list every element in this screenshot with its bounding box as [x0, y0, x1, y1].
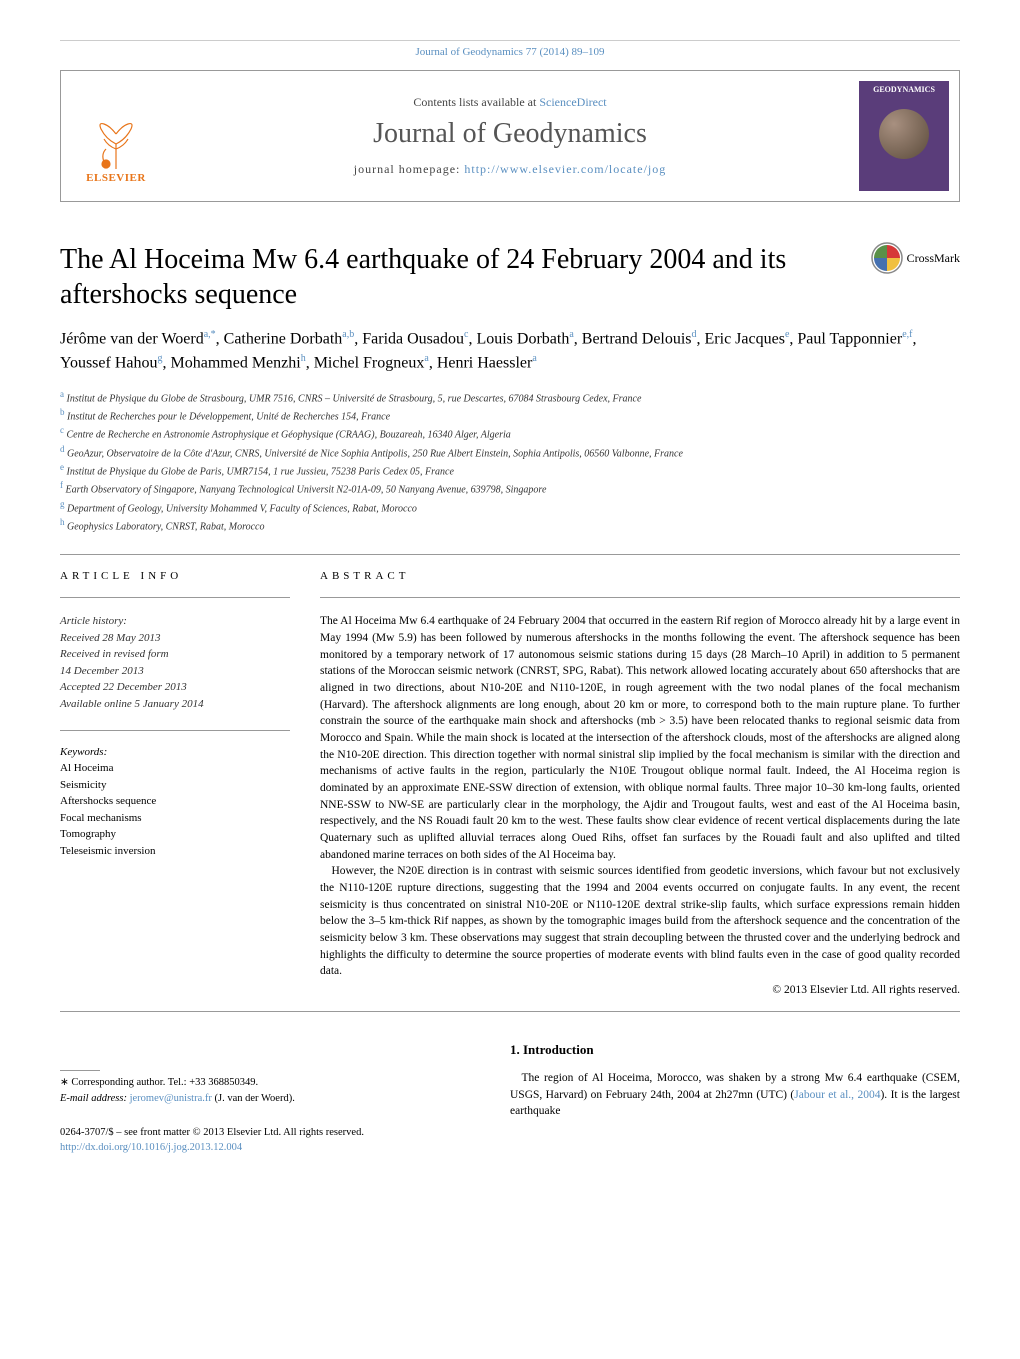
homepage-link[interactable]: http://www.elsevier.com/locate/jog — [464, 162, 666, 176]
intro-heading: 1. Introduction — [510, 1042, 960, 1058]
intro-section: ∗ Corresponding author. Tel.: +33 368850… — [60, 1042, 960, 1156]
keyword: Al Hoceima — [60, 760, 290, 777]
divider-1 — [60, 554, 960, 555]
abstract-text: The Al Hoceima Mw 6.4 earthquake of 24 F… — [320, 613, 960, 980]
crossmark-icon — [871, 242, 903, 274]
corresponding-label: ∗ Corresponding author. Tel.: +33 368850… — [60, 1075, 480, 1091]
divider-abs — [320, 597, 960, 598]
header-box: ELSEVIER Contents lists available at Sci… — [60, 70, 960, 202]
corresponding-rule — [60, 1070, 100, 1071]
top-rule — [60, 40, 960, 41]
affiliation-line: h Geophysics Laboratory, CNRST, Rabat, M… — [60, 516, 960, 534]
affiliation-line: d GeoAzur, Observatoire de la Côte d'Azu… — [60, 443, 960, 461]
affiliation-line: a Institut de Physique du Globe de Stras… — [60, 388, 960, 406]
affiliation-line: c Centre de Recherche en Astronomie Astr… — [60, 424, 960, 442]
article-info-heading: ARTICLE INFO — [60, 570, 290, 582]
journal-cover: GEODYNAMICS — [859, 81, 949, 191]
info-abstract-row: ARTICLE INFO Article history: Received 2… — [60, 570, 960, 996]
affiliation-line: e Institut de Physique du Globe de Paris… — [60, 461, 960, 479]
intro-citation-link[interactable]: Jabour et al., 2004 — [794, 1089, 880, 1101]
footer-info: 0264-3707/$ – see front matter © 2013 El… — [60, 1125, 480, 1157]
revised-label: Received in revised form — [60, 646, 290, 663]
intro-left-col: ∗ Corresponding author. Tel.: +33 368850… — [60, 1042, 480, 1156]
header-journal-ref: Journal of Geodynamics 77 (2014) 89–109 — [60, 46, 960, 58]
corresponding-author: ∗ Corresponding author. Tel.: +33 368850… — [60, 1070, 480, 1107]
keywords-list: Al HoceimaSeismicityAftershocks sequence… — [60, 760, 290, 859]
divider-info — [60, 597, 290, 598]
email-link[interactable]: jeromev@unistra.fr — [130, 1093, 212, 1104]
journal-cover-globe-icon — [879, 109, 929, 159]
keyword: Aftershocks sequence — [60, 793, 290, 810]
journal-title-header: Journal of Geodynamics — [161, 118, 859, 150]
divider-kw — [60, 730, 290, 731]
doi-link[interactable]: http://dx.doi.org/10.1016/j.jog.2013.12.… — [60, 1142, 242, 1153]
keyword: Tomography — [60, 826, 290, 843]
elsevier-tree-icon — [86, 114, 146, 169]
article-info-column: ARTICLE INFO Article history: Received 2… — [60, 570, 290, 996]
elsevier-text: ELSEVIER — [86, 172, 146, 184]
keyword: Teleseismic inversion — [60, 843, 290, 860]
affiliations: a Institut de Physique du Globe de Stras… — [60, 388, 960, 535]
abstract-heading: ABSTRACT — [320, 570, 960, 582]
email-suffix: (J. van der Woerd). — [212, 1093, 295, 1104]
accepted-date: Accepted 22 December 2013 — [60, 679, 290, 696]
article-history-block: Article history: Received 28 May 2013 Re… — [60, 613, 290, 712]
online-date: Available online 5 January 2014 — [60, 696, 290, 713]
affiliation-line: f Earth Observatory of Singapore, Nanyan… — [60, 479, 960, 497]
journal-ref-link[interactable]: Journal of Geodynamics 77 (2014) 89–109 — [415, 46, 604, 58]
footer-copyright: 0264-3707/$ – see front matter © 2013 El… — [60, 1125, 480, 1141]
sciencedirect-line: Contents lists available at ScienceDirec… — [161, 95, 859, 110]
copyright: © 2013 Elsevier Ltd. All rights reserved… — [320, 984, 960, 996]
abstract-para-1: The Al Hoceima Mw 6.4 earthquake of 24 F… — [320, 613, 960, 863]
keyword: Focal mechanisms — [60, 810, 290, 827]
intro-text: The region of Al Hoceima, Morocco, was s… — [510, 1070, 960, 1120]
affiliation-line: g Department of Geology, University Moha… — [60, 498, 960, 516]
elsevier-logo: ELSEVIER — [71, 89, 161, 184]
revised-date: 14 December 2013 — [60, 663, 290, 680]
crossmark-badge[interactable]: CrossMark — [871, 242, 960, 274]
abstract-column: ABSTRACT The Al Hoceima Mw 6.4 earthquak… — [320, 570, 960, 996]
abstract-para-2: However, the N20E direction is in contra… — [320, 863, 960, 980]
affiliation-line: b Institut de Recherches pour le Dévelop… — [60, 406, 960, 424]
authors: Jérôme van der Woerda,*, Catherine Dorba… — [60, 327, 960, 376]
title-section: The Al Hoceima Mw 6.4 earthquake of 24 F… — [60, 242, 960, 312]
intro-right-col: 1. Introduction The region of Al Hoceima… — [510, 1042, 960, 1156]
journal-homepage: journal homepage: http://www.elsevier.co… — [161, 162, 859, 177]
keyword: Seismicity — [60, 777, 290, 794]
sciencedirect-link[interactable]: ScienceDirect — [539, 95, 606, 109]
sciencedirect-prefix: Contents lists available at — [413, 95, 539, 109]
email-label: E-mail address: — [60, 1093, 130, 1104]
crossmark-text: CrossMark — [907, 251, 960, 266]
keywords-label: Keywords: — [60, 746, 290, 758]
corresponding-email-line: E-mail address: jeromev@unistra.fr (J. v… — [60, 1091, 480, 1107]
history-label: Article history: — [60, 613, 290, 630]
homepage-prefix: journal homepage: — [354, 162, 465, 176]
divider-2 — [60, 1011, 960, 1012]
received-date: Received 28 May 2013 — [60, 630, 290, 647]
article-title: The Al Hoceima Mw 6.4 earthquake of 24 F… — [60, 242, 851, 312]
journal-cover-text: GEODYNAMICS — [873, 85, 935, 94]
header-center: Contents lists available at ScienceDirec… — [161, 95, 859, 177]
